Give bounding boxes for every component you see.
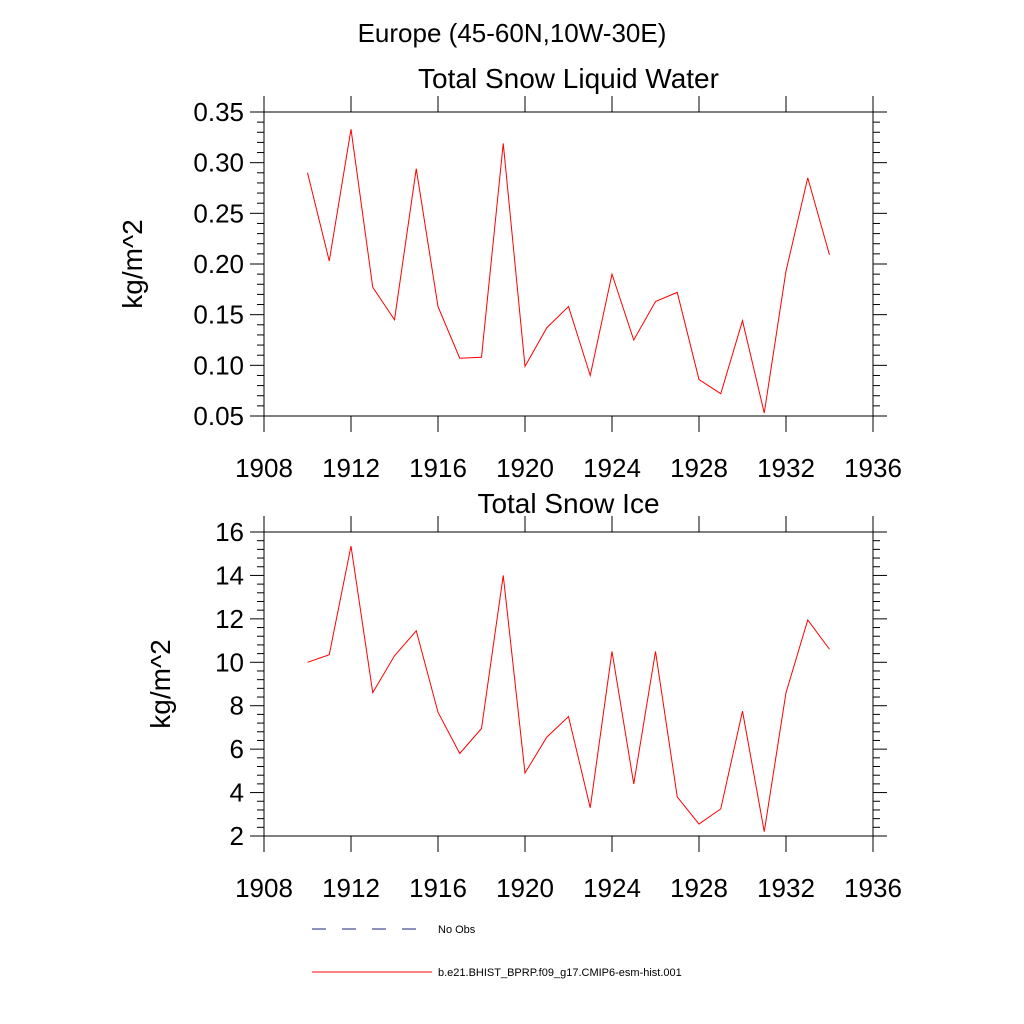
x-tick-label: 1920 bbox=[496, 873, 554, 903]
chart-title: Total Snow Liquid Water bbox=[418, 63, 719, 94]
series-line bbox=[307, 129, 830, 414]
x-tick-label: 1936 bbox=[844, 453, 902, 483]
series-line bbox=[307, 546, 830, 832]
x-tick-label: 1920 bbox=[496, 453, 554, 483]
y-tick-label: 4 bbox=[230, 778, 244, 808]
y-tick-label: 2 bbox=[230, 821, 244, 851]
x-tick-label: 1912 bbox=[322, 873, 380, 903]
y-tick-label: 0.25 bbox=[193, 198, 244, 228]
x-tick-label: 1924 bbox=[583, 873, 641, 903]
y-tick-label: 0.05 bbox=[193, 401, 244, 431]
y-tick-label: 14 bbox=[215, 560, 244, 590]
x-tick-label: 1916 bbox=[409, 453, 467, 483]
legend: No Obs b.e21.BHIST_BPRP.f09_g17.CMIP6-esm… bbox=[312, 924, 682, 979]
y-tick-label: 0.30 bbox=[193, 148, 244, 178]
chart-title: Total Snow Ice bbox=[477, 488, 659, 519]
x-tick-label: 1928 bbox=[670, 873, 728, 903]
y-axis-label: kg/m^2 bbox=[117, 219, 148, 308]
chart-panel-2: Total Snow Ice 1908 1912 1916 1920 1924 1928 19… bbox=[145, 488, 902, 903]
x-tick-label: 1932 bbox=[757, 873, 815, 903]
chart-panel-1: Total Snow Liquid Water 1908 1912 1916 1920 1… bbox=[117, 63, 902, 483]
legend-label: b.e21.BHIST_BPRP.f09_g17.CMIP6-esm-hist.… bbox=[438, 967, 682, 979]
x-tick-label: 1908 bbox=[235, 873, 293, 903]
y-tick-label: 12 bbox=[215, 604, 244, 634]
y-tick-label: 0.10 bbox=[193, 350, 244, 380]
y-tick-label: 8 bbox=[230, 691, 244, 721]
figure-supertitle: Europe (45-60N,10W-30E) bbox=[358, 18, 667, 48]
y-tick-label: 16 bbox=[215, 517, 244, 547]
y-tick-label: 0.35 bbox=[193, 97, 244, 127]
legend-label: No Obs bbox=[438, 924, 476, 936]
x-tick-label: 1916 bbox=[409, 873, 467, 903]
y-tick-label: 6 bbox=[230, 734, 244, 764]
x-tick-label: 1928 bbox=[670, 453, 728, 483]
chart-panels: Total Snow Liquid Water 1908 1912 1916 1920 1… bbox=[117, 63, 902, 903]
plot-frame bbox=[263, 531, 874, 837]
x-tick-label: 1924 bbox=[583, 453, 641, 483]
x-tick-label: 1932 bbox=[757, 453, 815, 483]
y-tick-label: 0.15 bbox=[193, 300, 244, 330]
x-tick-label: 1908 bbox=[235, 453, 293, 483]
y-tick-label: 0.20 bbox=[193, 249, 244, 279]
y-tick-label: 10 bbox=[215, 647, 244, 677]
x-tick-label: 1936 bbox=[844, 873, 902, 903]
x-tick-label: 1912 bbox=[322, 453, 380, 483]
y-axis-label: kg/m^2 bbox=[145, 639, 176, 728]
